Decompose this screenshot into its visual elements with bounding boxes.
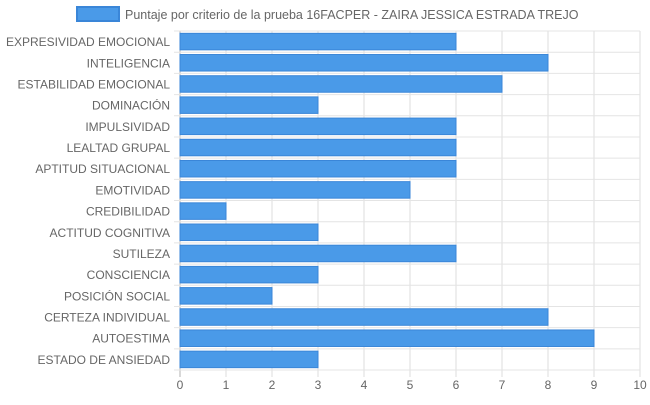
bar <box>179 96 319 114</box>
x-tick-label: 2 <box>269 378 276 392</box>
category-labels: EXPRESIVIDAD EMOCIONAL INTELIGENCIA ESTABI… <box>6 35 170 367</box>
bar <box>179 138 457 157</box>
x-tick-label: 7 <box>499 378 506 392</box>
legend-swatch[interactable] <box>76 6 120 22</box>
category-label: ACTITUD COGNITIVA <box>50 226 170 240</box>
category-label: INTELIGENCIA <box>87 56 170 70</box>
x-tick-label: 10 <box>633 378 647 392</box>
category-label: AUTOESTIMA <box>92 332 170 346</box>
category-label: POSICIÓN SOCIAL <box>64 288 170 303</box>
x-tick-label: 0 <box>177 378 184 392</box>
bar <box>179 308 549 326</box>
category-label: EXPRESIVIDAD EMOCIONAL <box>6 35 170 49</box>
bar <box>179 159 457 178</box>
bar <box>179 117 457 136</box>
category-label: IMPULSIVIDAD <box>85 120 170 134</box>
x-tick-label: 3 <box>315 378 322 392</box>
legend[interactable]: Puntaje por criterio de la prueba 16FACP… <box>76 6 579 22</box>
category-label: CERTEZA INDIVIDUAL <box>44 311 170 325</box>
legend-label[interactable]: Puntaje por criterio de la prueba 16FACP… <box>125 8 579 22</box>
category-label: CONSCIENCIA <box>87 268 170 282</box>
category-label: ESTADO DE ANSIEDAD <box>38 353 171 367</box>
x-tick-label: 1 <box>223 378 230 392</box>
bar <box>179 350 319 369</box>
category-label: SUTILEZA <box>113 247 170 261</box>
bar <box>179 181 411 199</box>
x-tick-label: 6 <box>453 378 460 392</box>
bar <box>179 32 457 51</box>
bar <box>179 202 227 220</box>
x-tick-label: 4 <box>361 378 368 392</box>
category-label: CREDIBILIDAD <box>86 205 170 219</box>
x-axis-ticks: 0 1 2 3 4 5 6 7 8 9 10 <box>177 378 647 392</box>
x-tick-label: 5 <box>407 378 414 392</box>
bar <box>179 244 457 263</box>
bars <box>179 32 595 369</box>
category-label: DOMINACIÓN <box>92 98 170 113</box>
bar <box>179 75 503 93</box>
x-tick-label: 8 <box>545 378 552 392</box>
category-label: ESTABILIDAD EMOCIONAL <box>18 77 171 91</box>
bar <box>179 329 595 347</box>
category-label: LEALTAD GRUPAL <box>67 141 171 155</box>
bar <box>179 54 549 72</box>
x-tick-label: 9 <box>591 378 598 392</box>
category-label: EMOTIVIDAD <box>95 183 170 197</box>
bar <box>179 287 273 305</box>
bar <box>179 223 319 242</box>
bar <box>179 265 319 284</box>
category-label: APTITUD SITUACIONAL <box>35 162 170 176</box>
